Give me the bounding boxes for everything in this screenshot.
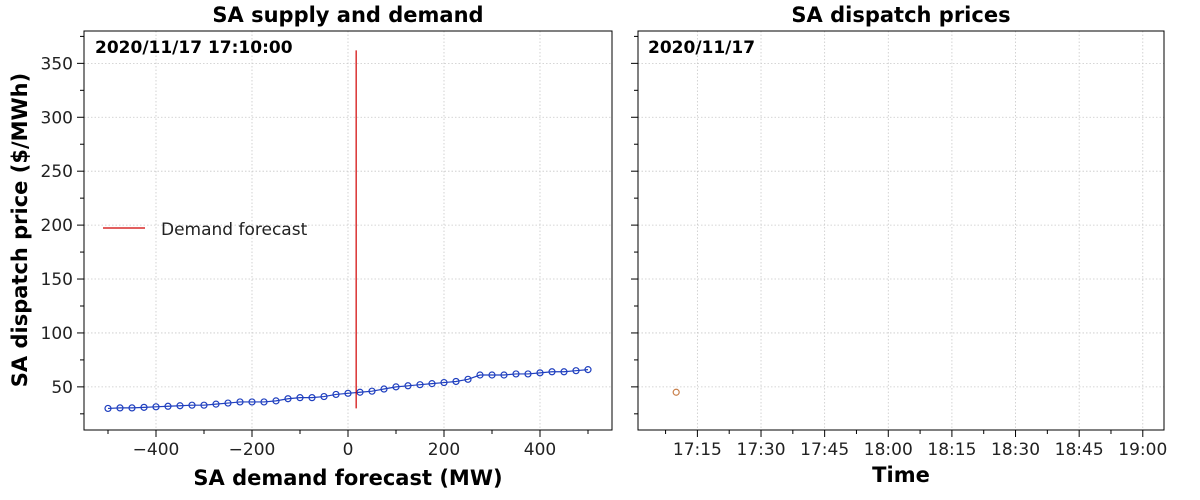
right-x-tick-label: 19:00 — [1118, 440, 1167, 460]
supply-curve-point — [128, 404, 136, 412]
right-x-tick-label: 17:45 — [800, 440, 849, 460]
supply-curve-point — [104, 404, 112, 413]
legend: Demand forecast — [103, 220, 308, 240]
supply-curve-point — [248, 398, 256, 406]
left-x-tick-label: −200 — [229, 440, 276, 460]
right-x-tick-label: 18:15 — [927, 440, 976, 460]
right-chart-title: SA dispatch prices — [791, 3, 1010, 27]
right-x-tick-label: 17:15 — [673, 440, 722, 460]
right-x-tick-label: 17:30 — [737, 440, 786, 460]
supply-curve-point — [140, 403, 148, 411]
supply-curve-point — [404, 382, 412, 390]
supply-curve-point — [392, 383, 400, 391]
supply-curve-point — [464, 375, 472, 383]
supply-curve-point — [500, 371, 508, 379]
supply-demand-panel: −400 −200 0 200 400 50 100 150 200 250 300 350 SA s… — [8, 3, 613, 490]
left-y-tick-label: 150 — [41, 270, 73, 290]
left-series — [104, 50, 592, 413]
supply-curve-point — [308, 394, 316, 402]
supply-curve-point — [476, 371, 484, 379]
supply-curve-point — [512, 370, 520, 378]
left-y-tick-label: 250 — [41, 162, 73, 182]
left-x-tick-label: 0 — [343, 440, 354, 460]
supply-curve-point — [548, 368, 556, 376]
supply-curve-point — [200, 401, 208, 409]
supply-curve-point — [524, 370, 532, 378]
supply-curve-point — [116, 404, 124, 412]
left-x-tick-label: 200 — [428, 440, 460, 460]
left-y-tick-label: 50 — [51, 378, 73, 398]
supply-curve-point — [188, 401, 196, 409]
right-timestamp: 2020/11/17 — [648, 38, 755, 58]
left-timestamp: 2020/11/17 17:10:00 — [95, 38, 293, 58]
supply-curve-point — [440, 378, 448, 387]
supply-curve-point — [152, 403, 160, 411]
supply-curve-point — [164, 402, 172, 410]
supply-curve-point — [584, 366, 592, 374]
supply-curve-point — [176, 402, 184, 410]
left-x-tick-label: 400 — [524, 440, 556, 460]
left-y-tick-label: 300 — [41, 108, 73, 128]
legend-label-demand-forecast: Demand forecast — [161, 220, 308, 240]
right-x-tick-label: 18:00 — [864, 440, 913, 460]
right-series — [672, 388, 680, 396]
y-axis-label: SA dispatch price ($/MWh) — [8, 73, 32, 387]
left-y-tick-label: 100 — [41, 324, 73, 344]
dispatch-price-point — [672, 388, 680, 396]
right-x-axis-label: Time — [872, 463, 930, 487]
supply-curve-point — [452, 377, 460, 386]
supply-curve-point — [356, 388, 364, 396]
supply-curve-point — [536, 369, 544, 377]
right-x-tick-label: 18:30 — [991, 440, 1040, 460]
supply-curve-point — [320, 392, 328, 401]
supply-curve-point — [332, 390, 340, 399]
supply-curve-point — [416, 381, 424, 389]
supply-curve-point — [560, 368, 568, 376]
supply-curve-point — [284, 395, 292, 403]
right-plot-frame — [637, 30, 1165, 431]
left-plot-frame — [83, 30, 613, 431]
left-chart-title: SA supply and demand — [212, 3, 483, 27]
dispatch-prices-panel: 17:15 17:30 17:45 18:00 18:15 18:30 18:45 19:00… — [631, 3, 1167, 487]
supply-curve-point — [380, 385, 388, 393]
supply-curve-point — [272, 397, 280, 405]
supply-curve-point — [428, 380, 436, 388]
supply-curve-point — [224, 399, 232, 407]
right-x-tick-label: 18:45 — [1055, 440, 1104, 460]
supply-curve-point — [368, 387, 376, 395]
supply-curve-point — [212, 400, 220, 408]
left-x-axis-label: SA demand forecast (MW) — [193, 466, 502, 490]
supply-curve-point — [236, 398, 244, 406]
left-y-tick-label: 200 — [41, 216, 73, 236]
right-ticks: 17:15 17:30 17:45 18:00 18:15 18:30 18:45 19:00 — [631, 35, 1167, 460]
supply-curve-point — [296, 394, 304, 402]
left-y-tick-label: 350 — [41, 54, 73, 74]
left-ticks: −400 −200 0 200 400 50 100 150 200 250 300 350 — [41, 35, 589, 460]
supply-curve-line — [107, 369, 589, 410]
supply-curve-point — [572, 367, 580, 375]
left-grid — [84, 31, 612, 430]
supply-curve-point — [488, 371, 496, 379]
supply-curve-point — [344, 389, 352, 397]
right-grid — [638, 31, 1164, 430]
left-x-tick-label: −400 — [133, 440, 180, 460]
supply-curve-point — [260, 398, 268, 406]
